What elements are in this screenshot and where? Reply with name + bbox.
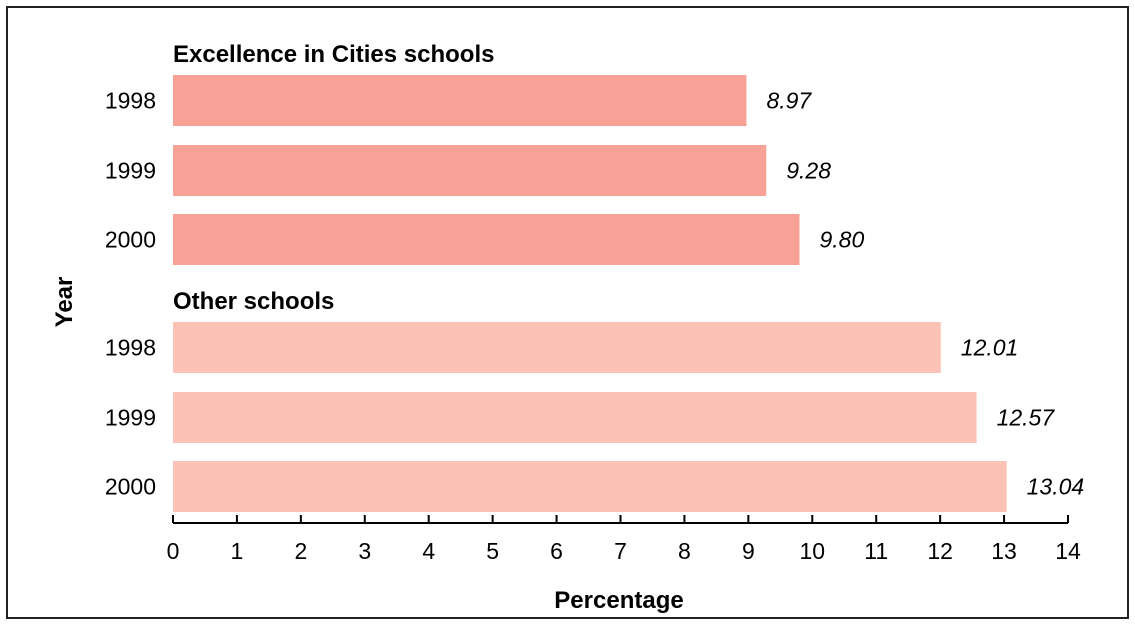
x-axis-title: Percentage — [554, 587, 683, 614]
x-tick-label: 9 — [742, 538, 755, 564]
category-label: 1998 — [105, 335, 156, 361]
value-label: 8.97 — [766, 88, 812, 114]
bar — [173, 145, 767, 196]
bar — [173, 75, 747, 126]
value-label: 12.01 — [961, 335, 1019, 361]
x-tick-label: 5 — [486, 538, 499, 564]
group-title: Excellence in Cities schools — [173, 41, 494, 68]
x-tick-label: 8 — [678, 538, 691, 564]
y-axis-title: Year — [51, 277, 78, 328]
category-label: 1999 — [105, 158, 156, 184]
x-tick-label: 6 — [550, 538, 563, 564]
x-tick-label: 2 — [294, 538, 307, 564]
x-tick-label: 14 — [1055, 538, 1081, 564]
x-tick-label: 12 — [927, 538, 953, 564]
x-tick-label: 1 — [231, 538, 244, 564]
value-label: 9.80 — [820, 227, 865, 253]
category-label: 2000 — [105, 474, 156, 500]
bars-layer: Excellence in Cities schools 1998 8.97 1999… — [105, 41, 1084, 512]
x-tick-label: 7 — [614, 538, 627, 564]
bar — [173, 461, 1007, 512]
x-tick-label: 10 — [799, 538, 825, 564]
bar — [173, 392, 977, 443]
x-tick-label: 13 — [991, 538, 1017, 564]
x-axis: 0 1 2 3 4 5 6 7 8 9 10 11 12 13 14 — [167, 515, 1081, 564]
x-tick-label: 4 — [422, 538, 435, 564]
x-tick-label: 0 — [167, 538, 180, 564]
bar — [173, 214, 800, 265]
x-tick-label: 3 — [358, 538, 371, 564]
category-label: 1999 — [105, 405, 156, 431]
value-label: 13.04 — [1027, 474, 1085, 500]
bar — [173, 322, 941, 373]
value-label: 9.28 — [786, 158, 831, 184]
x-tick-label: 11 — [864, 538, 888, 564]
group-title: Other schools — [173, 288, 334, 315]
category-label: 1998 — [105, 88, 156, 114]
value-label: 12.57 — [997, 405, 1056, 431]
category-label: 2000 — [105, 227, 156, 253]
